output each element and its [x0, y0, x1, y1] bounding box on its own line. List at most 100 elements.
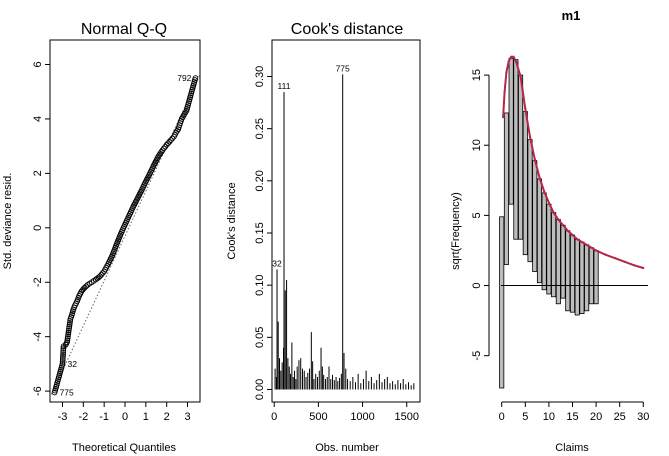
rootogram-panel: m1 0 5 10 15 20 25 30 -5 0 5 10 15 Claims sqrt(Fre…	[450, 8, 649, 454]
rootogram-bar	[565, 230, 571, 312]
rootogram-fitted-point	[552, 211, 555, 214]
rootogram-bar	[574, 238, 580, 316]
rootogram-fitted-point	[547, 201, 551, 204]
qq-point	[65, 333, 71, 340]
cooks-x-axis: 0 500 1000 1500	[271, 402, 419, 423]
cooks-plot-frame	[271, 39, 421, 403]
cooks-y-tick-label: 0.25	[254, 118, 266, 139]
rootogram-bar	[532, 160, 538, 272]
cooks-x-label: Obs. number	[315, 442, 379, 454]
qq-point-label-792: 792	[177, 73, 191, 83]
rootogram-bar	[503, 112, 509, 265]
cooks-title: Cook's distance	[291, 21, 404, 38]
qq-y-tick-label: -6	[32, 386, 44, 396]
qq-y-tick-label: 2	[32, 170, 44, 176]
rootogram-fitted-point	[590, 246, 593, 249]
rootogram-title: m1	[562, 8, 581, 23]
rootogram-x-tick-label: 0	[499, 411, 505, 423]
rootogram-bar	[546, 203, 552, 295]
rootogram-fitted-point	[543, 190, 546, 193]
rootogram-y-tick-label: 10	[471, 139, 483, 151]
qq-point	[65, 327, 72, 334]
rootogram-bar	[560, 224, 566, 299]
qq-point	[165, 140, 171, 147]
qq-x-tick-label: 1	[143, 411, 149, 423]
qq-point	[65, 329, 72, 336]
cooks-point-label-111: 111	[278, 81, 291, 91]
qq-y-tick-label: 0	[32, 225, 44, 231]
rootogram-fitted-point	[528, 135, 532, 138]
qq-y-tick-label: -2	[32, 277, 44, 287]
rootogram-y-axis: -5 0 5 10 15	[471, 69, 490, 361]
cooks-bars	[274, 74, 415, 390]
rootogram-bar	[551, 212, 557, 298]
qq-point	[66, 325, 72, 332]
rootogram-x-tick-label: 15	[566, 411, 578, 423]
qq-y-axis: -6 -4 -2 0 2 4 6	[32, 61, 50, 396]
rootogram-fitted-point	[514, 59, 517, 63]
rootogram-fitted-point	[566, 229, 569, 232]
rootogram-x-tick-label: 10	[543, 411, 555, 423]
rootogram-bar	[513, 59, 519, 240]
rootogram-fitted-point	[580, 240, 584, 244]
qq-point	[166, 138, 173, 145]
qq-x-tick-label: 0	[122, 411, 128, 423]
qq-y-tick-label: -4	[32, 332, 44, 342]
rootogram-x-tick-label: 5	[522, 411, 528, 423]
qq-x-tick-label: -2	[78, 411, 88, 423]
rootogram-x-tick-label: 25	[614, 411, 626, 423]
qq-point	[163, 141, 170, 148]
qq-point-label-32: 32	[68, 359, 78, 369]
rootogram-bar	[588, 247, 594, 305]
rootogram-x-axis: 0 5 10 15 20 25 30	[499, 401, 649, 423]
qq-point	[167, 137, 174, 144]
qq-point	[60, 349, 67, 355]
qq-point	[60, 351, 66, 357]
rootogram-fitted-point	[561, 224, 565, 227]
qq-y-tick-label: 6	[32, 61, 44, 67]
qq-point	[64, 335, 71, 342]
cooks-point-label-32: 32	[272, 259, 282, 269]
qq-point	[66, 323, 73, 330]
cooks-point-labels: 775 111 32	[272, 63, 350, 268]
rootogram-fitted-curve	[502, 55, 645, 270]
rootogram-fitted-point	[533, 158, 536, 161]
qq-x-tick-label: -3	[58, 411, 68, 423]
rootogram-fitted-point	[642, 266, 645, 270]
qq-y-label: Std. deviance resid.	[2, 173, 14, 270]
rootogram-fitted-point	[538, 176, 541, 179]
qq-x-axis: -3 -2 -1 0 1 2 3	[58, 402, 191, 423]
rootogram-fitted-point	[507, 59, 510, 63]
cooks-panel: Cook's distance 775 111 32 0 500 1000 1500 0.…	[226, 21, 421, 454]
rootogram-bar	[536, 178, 542, 284]
rootogram-bar	[579, 241, 585, 315]
rootogram-fitted-point	[585, 243, 588, 246]
qq-point	[64, 339, 70, 345]
rootogram-fitted-point	[503, 90, 506, 94]
rootogram-bar	[541, 192, 547, 291]
cooks-y-axis: 0.00 0.05 0.10 0.15 0.20 0.25 0.30	[254, 66, 272, 400]
cooks-x-tick-label: 1500	[395, 411, 419, 423]
qq-point	[97, 273, 103, 280]
rootogram-fitted-point	[632, 264, 635, 267]
rootogram-bars	[499, 57, 599, 389]
qq-x-tick-label: -1	[99, 411, 109, 423]
rootogram-x-label: Claims	[555, 442, 589, 454]
qq-point	[60, 353, 66, 359]
qq-point	[59, 361, 66, 367]
rootogram-fitted-point	[512, 55, 515, 58]
rootogram-fitted-point	[576, 238, 579, 241]
rootogram-bar	[569, 234, 576, 313]
rootogram-fitted-point	[594, 249, 598, 252]
rootogram-fitted-point	[510, 55, 513, 58]
rootogram-bar	[499, 216, 505, 389]
qq-point	[169, 135, 176, 142]
rootogram-bar	[522, 111, 528, 256]
rootogram-bar	[593, 250, 599, 305]
qq-point	[64, 337, 71, 344]
qq-point	[60, 347, 67, 353]
cooks-y-tick-label: 0.15	[254, 222, 266, 243]
qq-title: Normal Q-Q	[81, 21, 167, 38]
rootogram-y-tick-label: 0	[471, 282, 483, 288]
